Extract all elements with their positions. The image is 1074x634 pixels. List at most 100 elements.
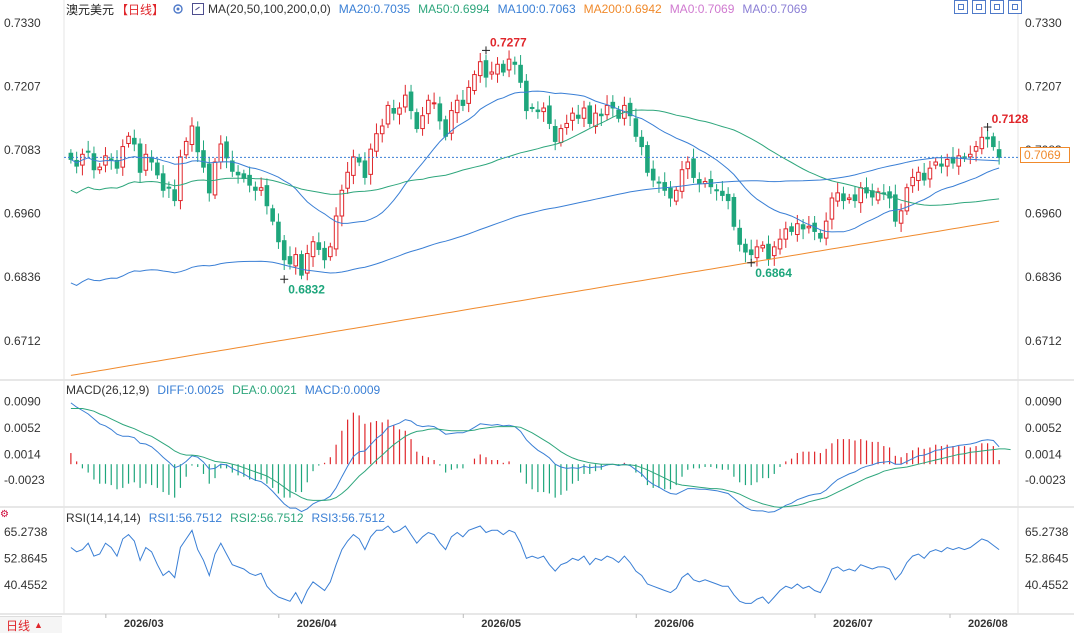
- macd-tick-label: 0.0052: [4, 421, 41, 435]
- candle-body: [818, 232, 823, 239]
- period-label[interactable]: 【日线】: [116, 2, 165, 17]
- candle-body: [979, 136, 985, 150]
- candle-body: [944, 158, 950, 167]
- ma50-value: MA50:0.6994: [418, 2, 490, 16]
- candle-body: [304, 253, 310, 274]
- candle-body: [276, 221, 281, 243]
- candle-body: [166, 186, 172, 189]
- rsi-title[interactable]: RSI(14,14,14): [66, 511, 141, 525]
- candle-body: [224, 141, 229, 159]
- rsi-settings-icon[interactable]: ⚙: [0, 509, 9, 520]
- macd-tick-label: 0.0014: [4, 447, 41, 461]
- rsi-tick-label: 52.8645: [4, 552, 48, 566]
- candle-body: [91, 153, 97, 171]
- macd-title[interactable]: MACD(26,12,9): [66, 383, 150, 397]
- gear-icon[interactable]: [172, 3, 184, 15]
- candle-body: [656, 181, 662, 184]
- macd-macd-value: MACD:0.0009: [304, 383, 381, 397]
- rsi1-value: RSI1:56.7512: [148, 511, 223, 525]
- candle-body: [714, 189, 719, 192]
- x-tick-label: 2026/05: [481, 618, 521, 630]
- candle-body: [783, 228, 789, 240]
- candle-body: [760, 244, 766, 249]
- layout-2-icon[interactable]: [972, 0, 986, 14]
- price-tick-label: 0.7083: [4, 143, 41, 157]
- candle-body: [472, 74, 477, 92]
- candle-body: [339, 189, 345, 217]
- candle-body: [454, 99, 460, 114]
- candle-body: [258, 187, 264, 191]
- rsi-line: [70, 525, 1000, 605]
- candle-body: [968, 153, 973, 158]
- current-price-tag: 0.7069: [1020, 147, 1070, 163]
- candle-body: [449, 110, 454, 134]
- layout-1-icon[interactable]: [954, 0, 968, 14]
- price-tick-label: 0.7330: [1025, 16, 1062, 30]
- caret-up-icon: ▲: [34, 620, 43, 630]
- candle-body: [541, 107, 546, 113]
- rsi-tick-label: 40.4552: [4, 578, 48, 592]
- layout-toolbar: [954, 0, 1022, 14]
- candle-body: [333, 215, 339, 250]
- candle-body: [235, 171, 241, 176]
- candle-body: [633, 118, 639, 137]
- candle-body: [247, 174, 252, 186]
- price-tick-label: 0.7207: [4, 79, 41, 93]
- ma100-value: MA100:0.7063: [497, 2, 576, 16]
- candle-body: [126, 135, 131, 144]
- candle-body: [120, 146, 126, 168]
- x-tick-label: 2026/07: [833, 618, 873, 630]
- price-tick-label: 0.6960: [4, 206, 41, 220]
- rsi-tick-label: 65.2738: [4, 525, 48, 539]
- candle-body: [293, 254, 299, 267]
- layout-4-icon[interactable]: [1008, 0, 1022, 14]
- candle-body: [466, 86, 471, 104]
- rsi-tick-label: 40.4552: [1025, 578, 1069, 592]
- candle-body: [322, 247, 327, 261]
- candle-body: [483, 60, 489, 78]
- candle-body: [155, 162, 160, 176]
- candle-body: [281, 240, 287, 261]
- candle-body: [829, 197, 835, 220]
- candle-body: [431, 102, 437, 105]
- period-tab[interactable]: 日线 ▲: [0, 616, 62, 633]
- candle-body: [893, 194, 898, 222]
- candle-body: [132, 137, 137, 145]
- candle-body: [650, 168, 656, 181]
- candle-body: [697, 178, 702, 185]
- candle-body: [645, 145, 650, 173]
- candle-body: [253, 186, 258, 191]
- candle-body: [904, 187, 910, 212]
- layout-3-icon[interactable]: [990, 0, 1004, 14]
- candle-body: [858, 187, 864, 204]
- candle-body: [575, 114, 581, 119]
- candle-body: [800, 224, 806, 230]
- candle-body: [777, 238, 783, 250]
- candle-body: [795, 223, 800, 236]
- candle-body: [921, 172, 927, 181]
- candle-body: [593, 112, 598, 128]
- price-tick-label: 0.6836: [1025, 270, 1062, 284]
- candle-body: [691, 158, 696, 178]
- candle-body: [230, 160, 235, 172]
- candle-body: [460, 99, 466, 106]
- candle-body: [841, 193, 846, 202]
- candle-body: [887, 191, 892, 199]
- price-tick-label: 0.6960: [1025, 206, 1062, 220]
- ma200-value: MA200:0.6942: [583, 2, 662, 16]
- candle-body: [985, 136, 990, 140]
- candle-body: [379, 125, 385, 135]
- candle-body: [823, 220, 829, 239]
- macd-tick-label: 0.0090: [4, 394, 41, 408]
- price-tick-label: 0.6712: [1025, 334, 1062, 348]
- ma-params[interactable]: MA(20,50,100,200,0,0): [208, 2, 331, 16]
- annotation-label: 0.7128: [992, 112, 1029, 126]
- candle-body: [385, 104, 391, 125]
- candle-body: [933, 161, 938, 166]
- candle-body: [875, 191, 881, 201]
- candle-body: [97, 166, 102, 171]
- candle-body: [720, 190, 725, 196]
- candle-body: [846, 197, 852, 201]
- candle-body: [368, 148, 373, 175]
